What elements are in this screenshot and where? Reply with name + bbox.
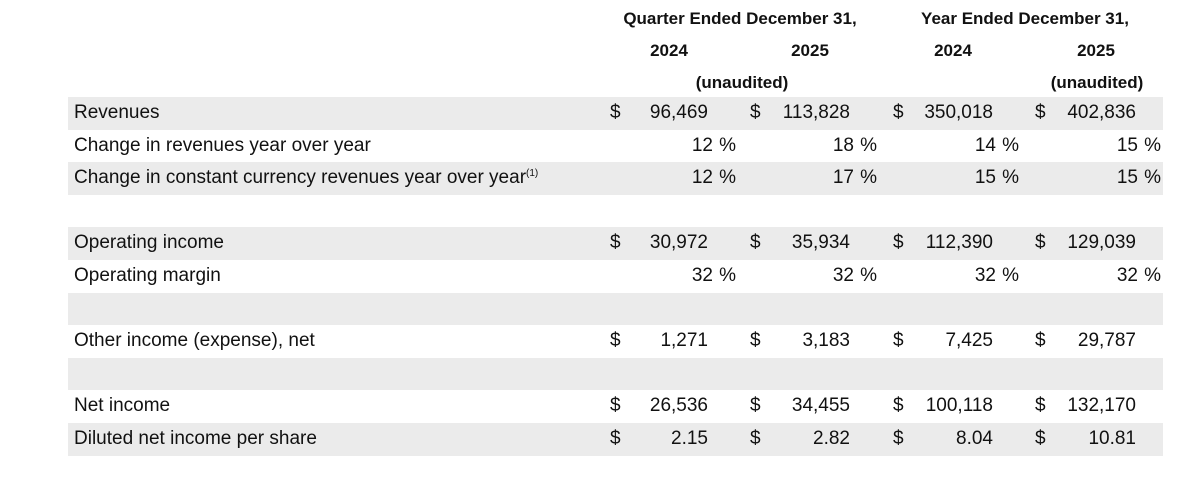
- cell-unit: %: [1002, 134, 1019, 156]
- currency-sign: $: [610, 330, 621, 352]
- currency-sign: $: [893, 330, 904, 352]
- currency-sign: $: [893, 232, 904, 254]
- cell-unit: %: [719, 167, 736, 189]
- footnote-ref: (1): [526, 168, 539, 180]
- cell-value: 18: [832, 134, 854, 156]
- cell-value: 32: [832, 265, 854, 286]
- row-label: Change in revenues year over year: [74, 134, 371, 156]
- currency-sign: $: [1035, 395, 1046, 417]
- cell-value: 15: [1116, 167, 1138, 189]
- cell-unit: %: [1002, 265, 1019, 286]
- unaudited-note: (unaudited): [695, 73, 789, 92]
- currency-sign: $: [610, 232, 621, 254]
- cell-value: 7,425: [945, 330, 993, 352]
- row-label: Diluted net income per share: [74, 428, 317, 449]
- cell-value: 12: [691, 167, 713, 189]
- cell-unit: %: [1144, 167, 1161, 189]
- cell-value: 129,039: [1067, 232, 1136, 254]
- currency-sign: $: [893, 395, 904, 417]
- cell-unit: %: [719, 134, 736, 156]
- cell-value: 112,390: [925, 232, 993, 254]
- row-stripe: [68, 423, 1163, 456]
- year-header: 2024: [650, 41, 688, 60]
- cell-value: 35,934: [791, 232, 850, 254]
- cell-value: 29,787: [1077, 330, 1136, 352]
- currency-sign: $: [610, 428, 621, 449]
- cell-value: 96,469: [649, 102, 708, 123]
- cell-value: 113,828: [782, 102, 850, 123]
- cell-value: 2.82: [813, 428, 850, 449]
- cell-value: 26,536: [649, 395, 708, 417]
- cell-value: 15: [1116, 134, 1138, 156]
- cell-unit: %: [860, 167, 877, 189]
- year-header: 2025: [791, 41, 829, 60]
- cell-unit: %: [860, 134, 877, 156]
- cell-value: 100,118: [925, 395, 993, 417]
- currency-sign: $: [750, 395, 761, 417]
- cell-value: 32: [974, 265, 996, 286]
- cell-value: 8.04: [956, 428, 993, 449]
- row-label: Net income: [74, 395, 171, 417]
- currency-sign: $: [610, 395, 621, 417]
- cell-value: 3,183: [802, 330, 850, 352]
- row-stripe: [68, 97, 1163, 130]
- cell-value: 17: [832, 167, 854, 189]
- cell-unit: %: [719, 265, 736, 286]
- cell-value: 34,455: [791, 395, 850, 417]
- cell-value: 132,170: [1067, 395, 1136, 417]
- row-stripe: [68, 292, 1163, 326]
- unaudited-note: (unaudited): [1050, 73, 1144, 92]
- row-label: Operating margin: [74, 265, 221, 286]
- row-label: Operating income: [74, 232, 224, 254]
- year-header: 2025: [1077, 41, 1115, 60]
- cell-unit: %: [860, 265, 877, 286]
- currency-sign: $: [750, 330, 761, 352]
- cell-unit: %: [1002, 167, 1019, 189]
- cell-value: 32: [691, 265, 713, 286]
- cell-value: 2.15: [671, 428, 708, 449]
- row-label: Change in constant currency revenues yea…: [74, 167, 539, 189]
- currency-sign: $: [750, 232, 761, 254]
- currency-sign: $: [1035, 428, 1046, 449]
- currency-sign: $: [750, 428, 761, 449]
- cell-value: 402,836: [1067, 102, 1136, 123]
- currency-sign: $: [1035, 102, 1046, 123]
- currency-sign: $: [1035, 330, 1046, 352]
- cell-value: 14: [974, 134, 996, 156]
- row-stripe: [68, 357, 1163, 391]
- cell-unit: %: [1144, 134, 1161, 156]
- currency-sign: $: [1035, 232, 1046, 254]
- row-stripe: [68, 162, 1163, 195]
- quarter-header: Quarter Ended December 31,: [623, 9, 857, 28]
- cell-value: 12: [691, 134, 713, 156]
- row-stripe: [68, 227, 1163, 260]
- row-label: Other income (expense), net: [74, 330, 315, 352]
- currency-sign: $: [893, 102, 904, 123]
- year-header: 2024: [934, 41, 972, 60]
- currency-sign: $: [750, 102, 761, 123]
- currency-sign: $: [893, 428, 904, 449]
- cell-unit: %: [1144, 265, 1161, 286]
- row-label: Revenues: [74, 102, 160, 123]
- year-ended-header: Year Ended December 31,: [921, 9, 1129, 28]
- cell-value: 10.81: [1088, 428, 1136, 449]
- cell-value: 30,972: [649, 232, 708, 254]
- cell-value: 350,018: [924, 102, 993, 123]
- cell-value: 1,271: [660, 330, 708, 352]
- currency-sign: $: [610, 102, 621, 123]
- cell-value: 32: [1116, 265, 1138, 286]
- cell-value: 15: [974, 167, 996, 189]
